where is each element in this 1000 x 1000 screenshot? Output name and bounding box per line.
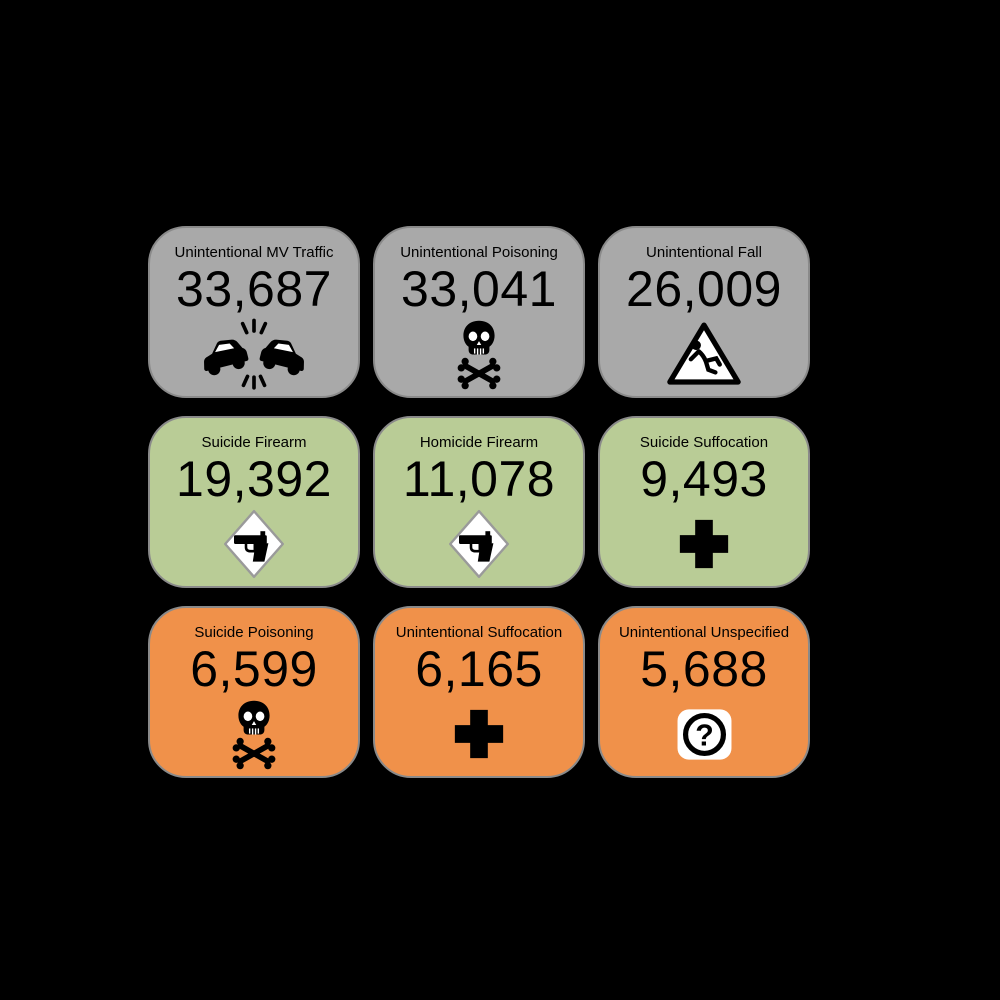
card-icon-area <box>150 696 358 776</box>
card-label: Unintentional Unspecified <box>618 624 790 641</box>
card-label: Unintentional MV Traffic <box>174 244 334 261</box>
card-value: 5,688 <box>640 641 768 697</box>
medical-cross-icon <box>678 518 730 570</box>
card-value: 19,392 <box>176 451 332 507</box>
card-label: Unintentional Poisoning <box>400 244 558 261</box>
falling-person-icon <box>664 319 744 389</box>
card-label: Suicide Poisoning <box>194 624 314 641</box>
card-icon-area <box>600 316 808 396</box>
question-mark-icon <box>676 708 733 761</box>
card-icon-area <box>375 506 583 586</box>
handgun-icon <box>222 508 286 580</box>
card-value: 11,078 <box>402 451 556 507</box>
card-value: 33,687 <box>176 261 332 317</box>
card-value: 9,493 <box>640 451 768 507</box>
card-homicide-firearm: Homicide Firearm 11,078 <box>373 416 585 588</box>
handgun-icon <box>447 508 511 580</box>
card-suicide-firearm: Suicide Firearm 19,392 <box>148 416 360 588</box>
card-label: Suicide Suffocation <box>639 434 769 451</box>
card-unintentional-mv-traffic: Unintentional MV Traffic 33,687 <box>148 226 360 398</box>
card-unintentional-fall: Unintentional Fall 26,009 <box>598 226 810 398</box>
card-label: Unintentional Suffocation <box>395 624 563 641</box>
card-value: 26,009 <box>626 261 782 317</box>
card-label: Unintentional Fall <box>646 244 762 261</box>
skull-crossbones-icon <box>453 319 505 390</box>
car-crash-icon <box>201 318 307 391</box>
card-icon-area <box>150 506 358 586</box>
card-label: Suicide Firearm <box>201 434 307 451</box>
card-icon-area <box>600 506 808 586</box>
card-value: 6,165 <box>415 641 543 697</box>
card-icon-area <box>600 696 808 776</box>
card-value: 33,041 <box>401 261 557 317</box>
card-value: 6,599 <box>190 641 318 697</box>
card-unintentional-unspecified: Unintentional Unspecified 5,688 <box>598 606 810 778</box>
card-suicide-poisoning: Suicide Poisoning 6,599 <box>148 606 360 778</box>
skull-crossbones-icon <box>228 699 280 770</box>
medical-cross-icon <box>453 708 505 760</box>
card-unintentional-poisoning: Unintentional Poisoning 33,041 <box>373 226 585 398</box>
card-icon-area <box>375 316 583 396</box>
card-icon-area <box>150 316 358 396</box>
card-suicide-suffocation: Suicide Suffocation 9,493 <box>598 416 810 588</box>
card-unintentional-suffocation: Unintentional Suffocation 6,165 <box>373 606 585 778</box>
card-icon-area <box>375 696 583 776</box>
card-grid: Unintentional MV Traffic 33,687 Unintent… <box>148 226 810 778</box>
card-label: Homicide Firearm <box>419 434 539 451</box>
